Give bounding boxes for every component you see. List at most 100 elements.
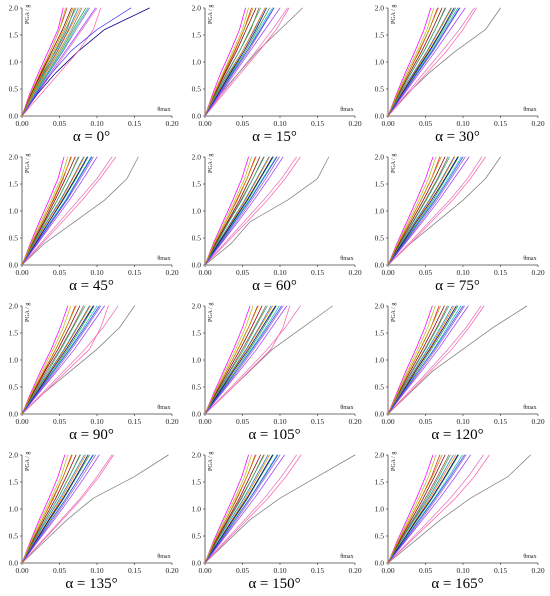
- x-tick-label: 0.10: [273, 268, 286, 277]
- series-line: [21, 305, 102, 415]
- series-line: [21, 454, 81, 564]
- x-tick-label: 0.05: [53, 566, 66, 575]
- y-tick-label: 1.0: [375, 58, 385, 67]
- x-tick-label: 0.15: [128, 119, 141, 128]
- series-line: [21, 305, 86, 415]
- chart-panel-4: 0.00 0.05 0.10 0.15 0.20 0.0 0.5 1.0 1.5 2.0 PGA /…: [183, 149, 366, 298]
- x-tick-label: 0.00: [198, 268, 211, 277]
- series-line: [204, 454, 261, 564]
- chart-panel-11: 0.00 0.05 0.10 0.15 0.20 0.0 0.5 1.0 1.5 2.0 PGA /…: [366, 447, 549, 596]
- y-tick-label: 1.5: [9, 180, 19, 189]
- x-tick-label: 0.00: [381, 119, 394, 128]
- series-line: [387, 305, 482, 415]
- chart-caption: α = 135°: [65, 576, 118, 592]
- series-line: [387, 454, 465, 564]
- y-tick-label: 0.5: [375, 383, 385, 392]
- x-axis-label: θmax: [523, 554, 536, 560]
- chart-plot-6: 0.00 0.05 0.10 0.15 0.20 0.0 0.5 1.0 1.5 2.0 PGA /…: [9, 302, 179, 427]
- series-line: [387, 305, 485, 415]
- series-line: [387, 454, 451, 564]
- chart-plot-1: 0.00 0.05 0.10 0.15 0.20 0.0 0.5 1.0 1.5 2.0 PGA /…: [192, 4, 362, 129]
- x-tick-label: 0.20: [531, 268, 544, 277]
- x-tick-label: 0.05: [236, 417, 249, 426]
- series-line: [21, 7, 72, 117]
- x-tick-label: 0.15: [494, 119, 507, 128]
- y-tick-label: 1.0: [192, 356, 202, 365]
- series-line: [204, 305, 268, 415]
- y-tick-label: 1.5: [9, 478, 19, 487]
- chart-caption: α = 150°: [248, 576, 301, 592]
- series-line: [387, 7, 453, 117]
- series-line: [21, 156, 69, 266]
- y-tick-label: 0.0: [192, 112, 202, 121]
- series-line: [387, 7, 435, 117]
- series-line: [387, 305, 464, 415]
- chart-panel-0: 0.00 0.05 0.10 0.15 0.20 0.0 0.5 1.0 1.5 2.0 PGA /…: [0, 0, 183, 149]
- series-line: [204, 7, 261, 117]
- series-line: [387, 7, 432, 117]
- x-tick-label: 0.20: [531, 417, 544, 426]
- series-line: [21, 7, 81, 117]
- y-tick-label: 0.0: [9, 261, 19, 270]
- y-tick-label: 0.5: [9, 532, 19, 541]
- x-tick-label: 0.10: [273, 417, 286, 426]
- chart-caption: α = 45°: [69, 278, 114, 294]
- series-line: [204, 305, 282, 415]
- series-line: [204, 156, 257, 266]
- x-tick-label: 0.20: [348, 119, 361, 128]
- series-line: [204, 7, 266, 117]
- series-line: [387, 454, 467, 564]
- y-tick-label: 0.5: [9, 234, 19, 243]
- x-tick-label: 0.20: [165, 119, 178, 128]
- series-line: [387, 454, 490, 564]
- chart-plot-7: 0.00 0.05 0.10 0.15 0.20 0.0 0.5 1.0 1.5 2.0 PGA /…: [192, 302, 362, 427]
- series-line: [21, 7, 74, 117]
- series-line: [204, 7, 254, 117]
- series-line: [387, 156, 446, 266]
- series-line: [21, 454, 73, 564]
- x-axis-label: θmax: [340, 256, 353, 262]
- series-line: [21, 454, 89, 564]
- series-line: [204, 305, 254, 415]
- x-tick-label: 0.00: [15, 566, 28, 575]
- series-line: [204, 454, 281, 564]
- series-line: [387, 7, 461, 117]
- x-tick-label: 0.20: [348, 268, 361, 277]
- series-line: [387, 454, 434, 564]
- series-line: [387, 156, 434, 266]
- series-line: [387, 305, 457, 415]
- series-line: [204, 156, 270, 266]
- series-line: [21, 7, 77, 117]
- chart-panel-2: 0.00 0.05 0.10 0.15 0.20 0.0 0.5 1.0 1.5 2.0 PGA /…: [366, 0, 549, 149]
- series-line: [204, 305, 251, 415]
- x-tick-label: 0.15: [311, 417, 324, 426]
- series-line: [21, 7, 83, 117]
- y-tick-label: 0.0: [9, 410, 19, 419]
- series-line: [204, 156, 249, 266]
- y-tick-label: 0.5: [192, 532, 202, 541]
- series-line: [387, 7, 443, 117]
- y-tick-label: 0.5: [375, 532, 385, 541]
- series-line: [204, 454, 252, 564]
- x-tick-label: 0.05: [236, 268, 249, 277]
- y-tick-label: 2.0: [375, 153, 385, 162]
- series-line: [21, 156, 85, 266]
- chart-caption: α = 75°: [435, 278, 480, 294]
- chart-plot-9: 0.00 0.05 0.10 0.15 0.20 0.0 0.5 1.0 1.5 2.0 PGA /…: [9, 451, 179, 576]
- series-line: [21, 7, 102, 117]
- y-tick-label: 0.5: [192, 234, 202, 243]
- x-axis-label: θmax: [523, 405, 536, 411]
- x-tick-label: 0.00: [198, 566, 211, 575]
- y-tick-label: 1.5: [375, 329, 385, 338]
- x-tick-label: 0.00: [15, 119, 28, 128]
- series-line: [21, 305, 69, 415]
- y-tick-label: 0.5: [9, 383, 19, 392]
- series-line: [21, 454, 85, 564]
- chart-plot-5: 0.00 0.05 0.10 0.15 0.20 0.0 0.5 1.0 1.5 2.0 PGA /…: [375, 153, 545, 278]
- y-tick-label: 2.0: [192, 153, 202, 162]
- series-line: [204, 156, 280, 266]
- y-tick-label: 0.0: [9, 112, 19, 121]
- series-line: [204, 156, 297, 266]
- series-line: [204, 305, 263, 415]
- x-tick-label: 0.05: [53, 119, 66, 128]
